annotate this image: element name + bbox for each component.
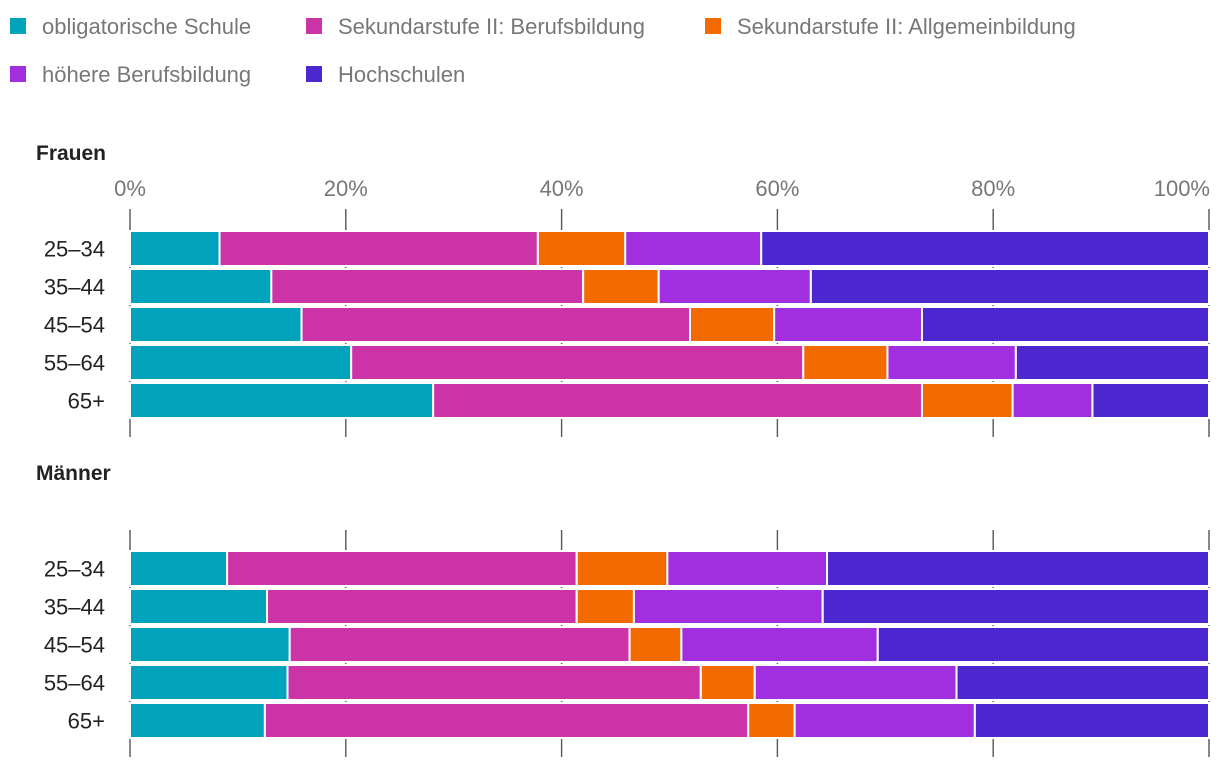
legend-label: Sekundarstufe II: Berufsbildung bbox=[338, 14, 645, 39]
bar-segment-sekundarstufe-ii-berufsbildung: Männer 25–34 – Sekundarstufe II: Berufsb… bbox=[226, 550, 578, 587]
legend-item-höhere-berufsbildung: höhere Berufsbildung bbox=[10, 62, 251, 87]
bar-segment-sekundarstufe-ii-allgemeinbildung: Frauen 25–34 – Sekundarstufe II: Allgeme… bbox=[536, 230, 627, 267]
legend-swatch bbox=[306, 18, 322, 34]
bar-segment-hochschulen: Männer 35–44 – Hochschulen: 35.8% bbox=[821, 588, 1211, 625]
legend-label: Hochschulen bbox=[338, 62, 465, 87]
legend-swatch bbox=[10, 66, 26, 82]
bar-segment-höhere-berufsbildung: Frauen 65+ – höhere Berufsbildung: 7.4% bbox=[1011, 382, 1094, 419]
bar-segment-sekundarstufe-ii-berufsbildung: Frauen 65+ – Sekundarstufe II: Berufsbil… bbox=[432, 382, 923, 419]
legend-swatch bbox=[10, 18, 26, 34]
x-tick-label-40: 40% bbox=[540, 176, 584, 201]
bar-segment-obligatorische-schule: Männer 55–64 – obligatorische Schule: 14… bbox=[129, 664, 289, 701]
bar-segment-obligatorische-schule: Männer 25–34 – obligatorische Schule: 9% bbox=[129, 550, 229, 587]
panel-title: Männer bbox=[36, 462, 111, 485]
bar-segment-sekundarstufe-ii-berufsbildung: Frauen 55–64 – Sekundarstufe II: Berufsb… bbox=[350, 344, 805, 381]
bar-segment-hochschulen: Frauen 55–64 – Hochschulen: 17.9% bbox=[1014, 344, 1211, 381]
bar-segment-sekundarstufe-ii-allgemeinbildung: Frauen 45–54 – Sekundarstufe II: Allgeme… bbox=[689, 306, 776, 343]
row-label: 45–54 bbox=[44, 633, 105, 658]
x-tick-label-80: 80% bbox=[971, 176, 1015, 201]
bar-segment-sekundarstufe-ii-berufsbildung: Männer 65+ – Sekundarstufe II: Berufsbil… bbox=[263, 702, 750, 739]
bar-row-45-54: 45–54 Männer 45–54 – obligatorische Schul… bbox=[44, 626, 1210, 663]
panel-männer: Männer 25–34 Männer 25–34 – obligatorische… bbox=[36, 462, 1211, 757]
bar-row-55-64: 55–64 Männer 55–64 – obligatorische Schul… bbox=[44, 664, 1210, 701]
bar-row-35-44: 35–44 Männer 35–44 – obligatorische Schul… bbox=[44, 588, 1211, 625]
x-tick-label-20: 20% bbox=[324, 176, 368, 201]
legend-item-sekundarstufe-ii-berufsbildung: Sekundarstufe II: Berufsbildung bbox=[306, 14, 645, 39]
bar-segment-sekundarstufe-ii-allgemeinbildung: Frauen 65+ – Sekundarstufe II: Allgemein… bbox=[920, 382, 1014, 419]
legend: obligatorische Schule Sekundarstufe II: B… bbox=[10, 14, 1076, 87]
legend-label: obligatorische Schule bbox=[42, 14, 251, 39]
legend-item-hochschulen: Hochschulen bbox=[306, 62, 465, 87]
bar-segment-sekundarstufe-ii-allgemeinbildung: Männer 35–44 – Sekundarstufe II: Allgeme… bbox=[575, 588, 635, 625]
bar-segment-höhere-berufsbildung: Männer 55–64 – höhere Berufsbildung: 18.… bbox=[753, 664, 958, 701]
row-label: 55–64 bbox=[44, 671, 105, 696]
bar-segment-hochschulen: Männer 65+ – Hochschulen: 21.7% bbox=[973, 702, 1210, 739]
bar-row-25-34: 25–34 Männer 25–34 – obligatorische Schul… bbox=[44, 550, 1210, 587]
bar-segment-höhere-berufsbildung: Frauen 25–34 – höhere Berufsbildung: 12.… bbox=[624, 230, 763, 267]
bar-segment-höhere-berufsbildung: Frauen 45–54 – höhere Berufsbildung: 13.… bbox=[773, 306, 923, 343]
bar-segment-sekundarstufe-ii-berufsbildung: Männer 45–54 – Sekundarstufe II: Berufsb… bbox=[288, 626, 631, 663]
chart-panels: Frauen 0% 20% 40% 60% 80% 100% 25–34 Frauen 25–3… bbox=[36, 142, 1211, 757]
x-tick-label-60: 60% bbox=[755, 176, 799, 201]
bar-row-45-54: 45–54 Frauen 45–54 – obligatorische Schul… bbox=[44, 306, 1211, 343]
bar-segment-obligatorische-schule: Frauen 65+ – obligatorische Schule: 28.1… bbox=[129, 382, 435, 419]
bar-segment-sekundarstufe-ii-berufsbildung: Männer 35–44 – Sekundarstufe II: Berufsb… bbox=[266, 588, 578, 625]
row-label: 25–34 bbox=[44, 237, 105, 262]
legend-item-sekundarstufe-ii-allgemeinbildung: Sekundarstufe II: Allgemeinbildung bbox=[705, 14, 1076, 39]
bar-segment-hochschulen: Frauen 65+ – Hochschulen: 10.8% bbox=[1091, 382, 1211, 419]
row-label: 25–34 bbox=[44, 557, 105, 582]
bar-segment-obligatorische-schule: Männer 35–44 – obligatorische Schule: 12… bbox=[129, 588, 269, 625]
bar-row-25-34: 25–34 Frauen 25–34 – obligatorische Schul… bbox=[44, 230, 1211, 267]
bar-segment-höhere-berufsbildung: Männer 25–34 – höhere Berufsbildung: 14.… bbox=[666, 550, 829, 587]
bar-segment-sekundarstufe-ii-berufsbildung: Frauen 35–44 – Sekundarstufe II: Berufsb… bbox=[270, 268, 585, 305]
bar-segment-sekundarstufe-ii-allgemeinbildung: Männer 65+ – Sekundarstufe II: Allgemein… bbox=[747, 702, 796, 739]
bar-segment-obligatorische-schule: Frauen 35–44 – obligatorische Schule: 13… bbox=[129, 268, 273, 305]
legend-label: Sekundarstufe II: Allgemeinbildung bbox=[737, 14, 1076, 39]
row-label: 35–44 bbox=[44, 595, 105, 620]
bar-segment-sekundarstufe-ii-allgemeinbildung: Männer 25–34 – Sekundarstufe II: Allgeme… bbox=[575, 550, 669, 587]
row-label: 65+ bbox=[68, 709, 105, 734]
bar-segment-obligatorische-schule: Frauen 25–34 – obligatorische Schule: 8.… bbox=[129, 230, 221, 267]
bar-segment-hochschulen: Frauen 35–44 – Hochschulen: 36.9% bbox=[809, 268, 1210, 305]
bar-segment-sekundarstufe-ii-berufsbildung: Frauen 25–34 – Sekundarstufe II: Berufsb… bbox=[218, 230, 539, 267]
bar-segment-hochschulen: Männer 45–54 – Hochschulen: 30.7% bbox=[876, 626, 1210, 663]
bar-segment-höhere-berufsbildung: Männer 65+ – höhere Berufsbildung: 16.7% bbox=[793, 702, 976, 739]
bar-segment-obligatorische-schule: Männer 65+ – obligatorische Schule: 12.5… bbox=[129, 702, 266, 739]
bar-segment-sekundarstufe-ii-berufsbildung: Frauen 45–54 – Sekundarstufe II: Berufsb… bbox=[300, 306, 692, 343]
bar-segment-höhere-berufsbildung: Männer 45–54 – höhere Berufsbildung: 18.… bbox=[680, 626, 879, 663]
bar-segment-sekundarstufe-ii-allgemeinbildung: Frauen 35–44 – Sekundarstufe II: Allgeme… bbox=[582, 268, 660, 305]
bar-row-35-44: 35–44 Frauen 35–44 – obligatorische Schul… bbox=[44, 268, 1210, 305]
bar-segment-sekundarstufe-ii-berufsbildung: Männer 55–64 – Sekundarstufe II: Berufsb… bbox=[286, 664, 702, 701]
bar-segment-obligatorische-schule: Frauen 45–54 – obligatorische Schule: 15… bbox=[129, 306, 303, 343]
bar-segment-obligatorische-schule: Männer 45–54 – obligatorische Schule: 14… bbox=[129, 626, 291, 663]
bar-segment-sekundarstufe-ii-allgemeinbildung: Frauen 55–64 – Sekundarstufe II: Allgeme… bbox=[802, 344, 889, 381]
row-label: 35–44 bbox=[44, 275, 105, 300]
panel-frauen: Frauen 0% 20% 40% 60% 80% 100% 25–34 Frauen 25–3… bbox=[36, 142, 1211, 437]
bar-segment-hochschulen: Frauen 45–54 – Hochschulen: 26.6% bbox=[920, 306, 1211, 343]
row-label: 45–54 bbox=[44, 313, 105, 338]
bar-segment-höhere-berufsbildung: Frauen 35–44 – höhere Berufsbildung: 14.… bbox=[657, 268, 812, 305]
legend-label: höhere Berufsbildung bbox=[42, 62, 251, 87]
bar-segment-hochschulen: Männer 55–64 – Hochschulen: 23.4% bbox=[955, 664, 1210, 701]
legend-swatch bbox=[705, 18, 721, 34]
x-tick-label-100: 100% bbox=[1154, 176, 1210, 201]
bar-row-65: 65+ Frauen 65+ – obligatorische Schule: 2… bbox=[68, 382, 1211, 419]
row-label: 55–64 bbox=[44, 351, 105, 376]
bar-segment-sekundarstufe-ii-allgemeinbildung: Männer 55–64 – Sekundarstufe II: Allgeme… bbox=[699, 664, 756, 701]
bar-row-55-64: 55–64 Frauen 55–64 – obligatorische Schul… bbox=[44, 344, 1211, 381]
bar-segment-höhere-berufsbildung: Frauen 55–64 – höhere Berufsbildung: 11.… bbox=[886, 344, 1017, 381]
bar-segment-obligatorische-schule: Frauen 55–64 – obligatorische Schule: 20… bbox=[129, 344, 353, 381]
legend-swatch bbox=[306, 66, 322, 82]
bar-segment-hochschulen: Männer 25–34 – Hochschulen: 35.4% bbox=[826, 550, 1210, 587]
legend-item-obligatorische-schule: obligatorische Schule bbox=[10, 14, 251, 39]
bar-segment-hochschulen: Frauen 25–34 – Hochschulen: 41.5% bbox=[760, 230, 1211, 267]
bar-row-65: 65+ Männer 65+ – obligatorische Schule: 1… bbox=[68, 702, 1210, 739]
bar-segment-sekundarstufe-ii-allgemeinbildung: Männer 45–54 – Sekundarstufe II: Allgeme… bbox=[628, 626, 683, 663]
x-tick-label-0: 0% bbox=[114, 176, 146, 201]
bar-segment-höhere-berufsbildung: Männer 35–44 – höhere Berufsbildung: 17.… bbox=[632, 588, 824, 625]
panel-title: Frauen bbox=[36, 142, 106, 165]
row-label: 65+ bbox=[68, 389, 105, 414]
